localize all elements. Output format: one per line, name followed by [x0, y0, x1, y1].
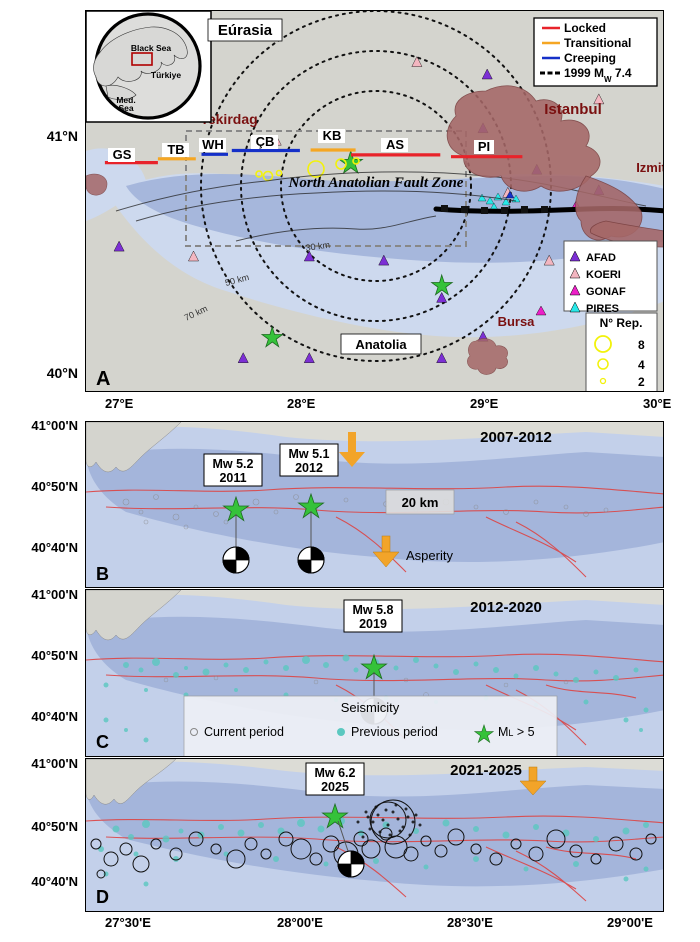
svg-text:Eúrasia: Eúrasia: [218, 22, 273, 39]
svg-text:KOERI: KOERI: [586, 269, 621, 281]
svg-text:N° Rep.: N° Rep.: [600, 316, 643, 330]
svg-text:Istanbul: Istanbul: [544, 101, 602, 118]
svg-text:Izmit: Izmit: [636, 160, 664, 175]
svg-text:WH: WH: [202, 137, 224, 152]
svg-text:D: D: [96, 887, 109, 907]
svg-text:Mw 5.2: Mw 5.2: [213, 457, 254, 471]
svg-text:Bursa: Bursa: [498, 314, 536, 329]
svg-text:4: 4: [638, 358, 645, 372]
svg-text:2019: 2019: [359, 617, 387, 631]
svg-text:Mw 5.8: Mw 5.8: [353, 603, 394, 617]
svg-text:2021-2025: 2021-2025: [450, 762, 522, 779]
svg-text:GS: GS: [113, 147, 132, 162]
svg-text:8: 8: [638, 338, 645, 352]
svg-text:ML > 5: ML > 5: [498, 725, 535, 739]
svg-text:AFAD: AFAD: [586, 252, 616, 264]
svg-text:A: A: [96, 368, 110, 390]
svg-text:2025: 2025: [321, 780, 349, 794]
svg-text:PI: PI: [478, 139, 490, 154]
svg-text:Locked: Locked: [564, 21, 606, 35]
svg-text:Seismicity: Seismicity: [341, 700, 400, 715]
svg-text:TB: TB: [167, 142, 184, 157]
svg-text:Black Sea: Black Sea: [131, 43, 171, 53]
svg-text:Mw 5.1: Mw 5.1: [289, 447, 330, 461]
svg-text:20 km: 20 km: [402, 495, 439, 510]
svg-text:AS: AS: [386, 137, 404, 152]
svg-text:Mw 6.2: Mw 6.2: [315, 766, 356, 780]
svg-text:KB: KB: [323, 128, 342, 143]
svg-text:Asperity: Asperity: [406, 548, 453, 563]
svg-text:ÇB: ÇB: [256, 134, 275, 149]
svg-text:2012: 2012: [295, 461, 323, 475]
svg-text:B: B: [96, 564, 109, 584]
svg-text:Anatolia: Anatolia: [355, 337, 407, 352]
svg-text:2012-2020: 2012-2020: [470, 599, 542, 616]
svg-text:Creeping: Creeping: [564, 51, 616, 65]
svg-text:GONAF: GONAF: [586, 286, 626, 298]
svg-text:Sea: Sea: [118, 103, 133, 113]
svg-text:2011: 2011: [219, 471, 246, 485]
svg-text:C: C: [96, 732, 109, 752]
svg-text:Türkiye: Türkiye: [151, 70, 182, 80]
svg-text:Current period: Current period: [204, 725, 284, 739]
svg-text:2007-2012: 2007-2012: [480, 429, 552, 446]
svg-text:2: 2: [638, 375, 645, 389]
svg-text:Previous period: Previous period: [351, 725, 438, 739]
svg-text:Transitional: Transitional: [564, 36, 631, 50]
